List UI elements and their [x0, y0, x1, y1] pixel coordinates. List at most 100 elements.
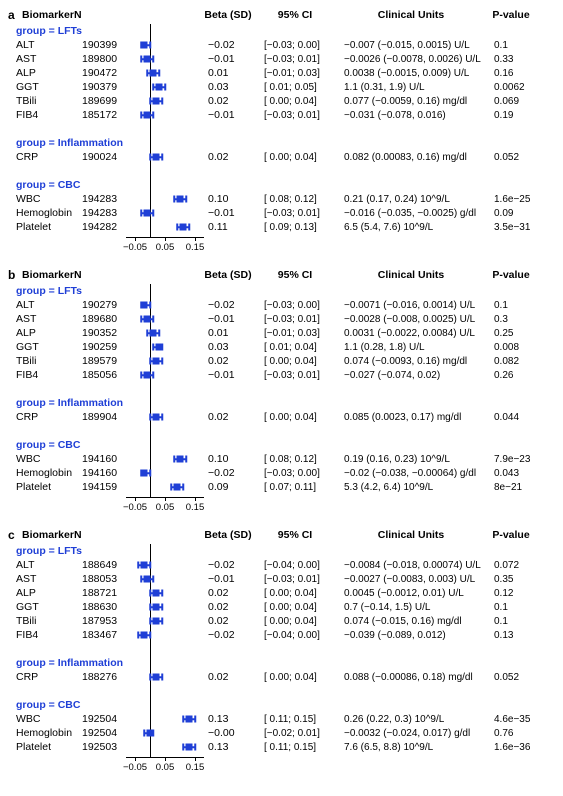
x-axis: −0.050.050.15	[126, 494, 204, 522]
header-beta: Beta (SD)	[196, 9, 256, 21]
p-value: 0.19	[494, 110, 544, 121]
point-marker	[144, 576, 151, 583]
axis-footer: −0.050.050.15	[8, 494, 555, 522]
n-value: 189680	[82, 313, 126, 325]
ci-value: [−0.03; 0.01]	[264, 574, 342, 585]
header-cu: Clinical Units	[334, 269, 486, 281]
clinical-value: −0.0032 (−0.024, 0.017) g/dl	[342, 728, 494, 739]
ci-value: [ 0.08; 0.12]	[264, 194, 342, 205]
header-beta: Beta (SD)	[196, 529, 256, 541]
data-row: GGT1902590.03[ 0.01; 0.04]1.1 (0.28, 1.8…	[8, 340, 555, 354]
data-row: Hemoglobin192504−0.00[−0.02; 0.01]−0.003…	[8, 726, 555, 740]
clinical-value: 0.082 (0.00083, 0.16) mg/dl	[342, 152, 494, 163]
header-p: P-value	[486, 529, 536, 541]
ci-value: [−0.03; 0.01]	[264, 110, 342, 121]
p-value: 0.082	[494, 356, 544, 367]
header-n: N	[74, 9, 118, 21]
biomarker-name: AST	[8, 313, 82, 325]
ci-value: [ 0.07; 0.11]	[264, 482, 342, 493]
header-plot	[118, 528, 196, 542]
axis-tick	[165, 237, 166, 241]
header-ci: 95% CI	[256, 529, 334, 541]
n-value: 190024	[82, 151, 126, 163]
data-row: GGT1886300.02[ 0.00; 0.04]0.7 (−0.14, 1.…	[8, 600, 555, 614]
x-axis: −0.050.050.15	[126, 754, 204, 782]
axis-tick	[135, 237, 136, 241]
data-row: FIB4185056−0.01[−0.03; 0.01]−0.027 (−0.0…	[8, 368, 555, 382]
point-marker	[144, 316, 151, 323]
point-marker	[141, 302, 148, 309]
beta-value: 0.03	[204, 81, 264, 93]
beta-value: 0.02	[204, 355, 264, 367]
p-value: 1.6e−25	[494, 194, 544, 205]
panel-label: a	[8, 8, 22, 22]
forest-cell	[126, 410, 204, 424]
zero-line	[150, 544, 151, 558]
clinical-value: 0.074 (−0.015, 0.16) mg/dl	[342, 616, 494, 627]
clinical-value: 0.19 (0.16, 0.23) 10^9/L	[342, 454, 494, 465]
clinical-value: 0.7 (−0.14, 1.5) U/L	[342, 602, 494, 613]
p-value: 0.09	[494, 208, 544, 219]
forest-cell	[126, 368, 204, 382]
header-cu: Clinical Units	[334, 529, 486, 541]
ci-value: [ 0.00; 0.04]	[264, 616, 342, 627]
spacer-row	[8, 122, 555, 136]
beta-value: 0.02	[204, 671, 264, 683]
n-value: 188649	[82, 559, 126, 571]
biomarker-name: ALT	[8, 299, 82, 311]
header-biomarker: Biomarker	[22, 269, 74, 281]
spacer-row	[8, 642, 555, 656]
axis-tick-label: 0.05	[156, 242, 175, 253]
biomarker-name: ALT	[8, 39, 82, 51]
p-value: 0.043	[494, 468, 544, 479]
p-value: 0.35	[494, 574, 544, 585]
ci-value: [−0.03; 0.01]	[264, 54, 342, 65]
clinical-value: −0.027 (−0.074, 0.02)	[342, 370, 494, 381]
header-p: P-value	[486, 269, 536, 281]
header-plot	[118, 268, 196, 282]
clinical-value: 6.5 (5.4, 7.6) 10^9/L	[342, 222, 494, 233]
biomarker-name: TBili	[8, 615, 82, 627]
data-row: Hemoglobin194283−0.01[−0.03; 0.01]−0.016…	[8, 206, 555, 220]
data-row: FIB4183467−0.02[−0.04; 0.00]−0.039 (−0.0…	[8, 628, 555, 642]
point-marker	[186, 744, 193, 751]
point-marker	[180, 224, 187, 231]
data-row: ALT190399−0.02[−0.03; 0.00]−0.007 (−0.01…	[8, 38, 555, 52]
data-row: AST188053−0.01[−0.03; 0.01]−0.0027 (−0.0…	[8, 572, 555, 586]
forest-cell	[126, 740, 204, 754]
p-value: 0.052	[494, 152, 544, 163]
biomarker-name: Platelet	[8, 741, 82, 753]
zero-line	[150, 220, 151, 234]
header-plot	[118, 8, 196, 22]
beta-value: −0.00	[204, 727, 264, 739]
forest-plot-figure: aBiomarkerNBeta (SD)95% CIClinical Units…	[8, 8, 555, 782]
group-row: group = Inflammation	[8, 396, 555, 410]
axis-tick	[195, 757, 196, 761]
axis-footer: −0.050.050.15	[8, 754, 555, 782]
forest-cell	[126, 354, 204, 368]
x-axis: −0.050.050.15	[126, 234, 204, 262]
p-value: 0.76	[494, 728, 544, 739]
zero-line	[150, 396, 151, 410]
n-value: 194283	[82, 193, 126, 205]
forest-cell	[126, 80, 204, 94]
clinical-value: 0.0038 (−0.0015, 0.009) U/L	[342, 68, 494, 79]
n-value: 194282	[82, 221, 126, 233]
biomarker-name: FIB4	[8, 109, 82, 121]
header-row: cBiomarkerNBeta (SD)95% CIClinical Units…	[8, 528, 555, 542]
ci-value: [ 0.00; 0.04]	[264, 152, 342, 163]
p-value: 0.26	[494, 370, 544, 381]
header-biomarker: Biomarker	[22, 529, 74, 541]
header-p: P-value	[486, 9, 536, 21]
clinical-value: −0.007 (−0.015, 0.0015) U/L	[342, 40, 494, 51]
axis-tick-label: 0.05	[156, 502, 175, 513]
n-value: 190259	[82, 341, 126, 353]
ci-value: [−0.04; 0.00]	[264, 630, 342, 641]
n-value: 190399	[82, 39, 126, 51]
data-row: ALP1904720.01[−0.01; 0.03]0.0038 (−0.001…	[8, 66, 555, 80]
clinical-value: −0.0028 (−0.008, 0.0025) U/L	[342, 314, 494, 325]
axis-tick-label: 0.15	[186, 762, 205, 773]
clinical-value: −0.0071 (−0.016, 0.0014) U/L	[342, 300, 494, 311]
ci-value: [−0.03; 0.00]	[264, 300, 342, 311]
forest-cell	[126, 108, 204, 122]
